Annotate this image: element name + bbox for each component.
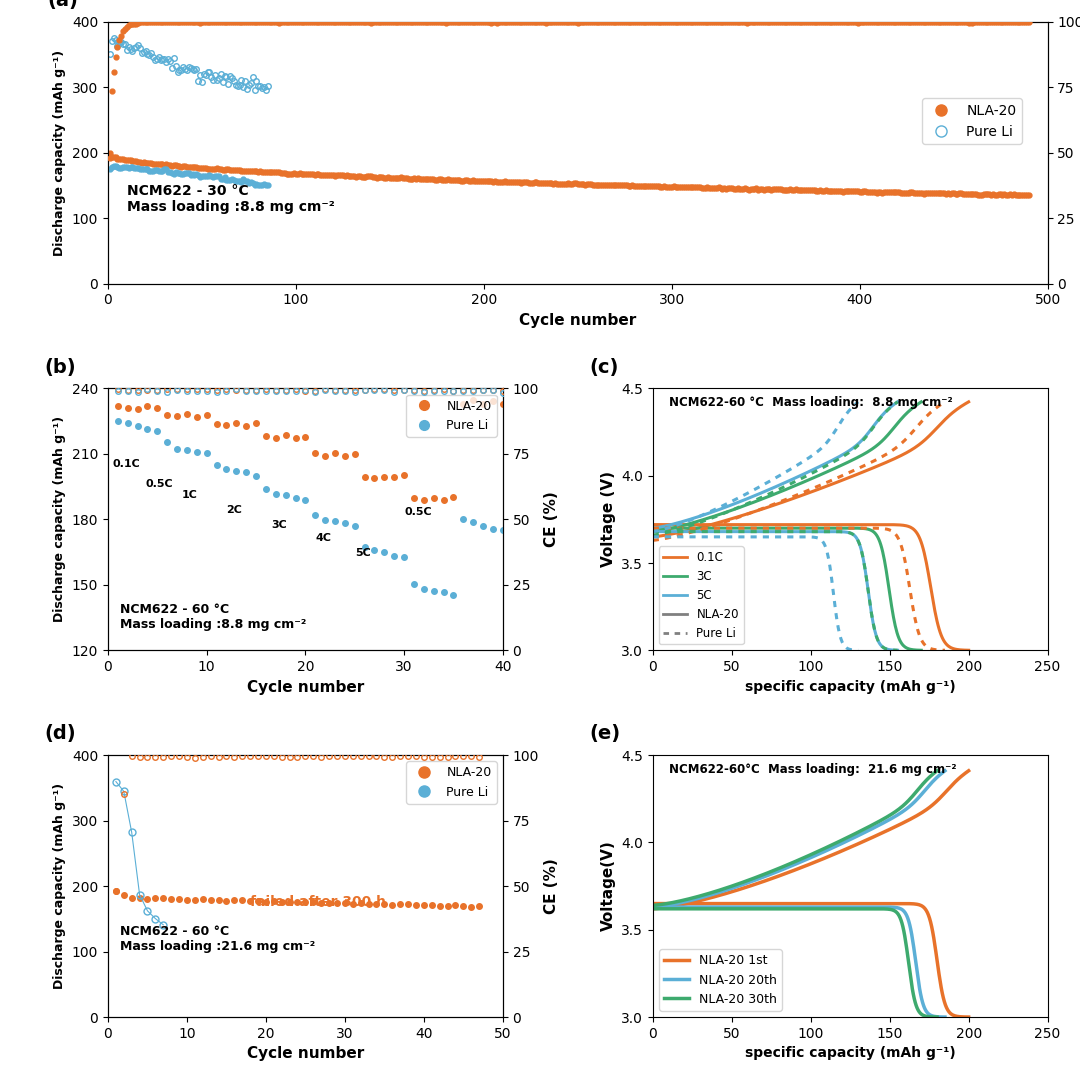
Text: 0.5C: 0.5C [404, 507, 432, 517]
Y-axis label: Discharge capacity (mAh g⁻¹): Discharge capacity (mAh g⁻¹) [53, 783, 66, 989]
Text: (c): (c) [590, 358, 619, 377]
Text: 3C: 3C [271, 520, 286, 530]
Y-axis label: Discharge capacity (mAh g⁻¹): Discharge capacity (mAh g⁻¹) [53, 50, 66, 255]
Text: NCM622 - 60 °C
Mass loading :21.6 mg cm⁻²: NCM622 - 60 °C Mass loading :21.6 mg cm⁻… [120, 925, 315, 953]
X-axis label: specific capacity (mAh g⁻¹): specific capacity (mAh g⁻¹) [745, 679, 956, 694]
Text: NCM622-60 °C  Mass loading:  8.8 mg cm⁻²: NCM622-60 °C Mass loading: 8.8 mg cm⁻² [669, 396, 953, 409]
Text: (b): (b) [45, 358, 77, 377]
Text: NCM622 - 30 °C
Mass loading :8.8 mg cm⁻²: NCM622 - 30 °C Mass loading :8.8 mg cm⁻² [126, 184, 335, 214]
Legend: NLA-20, Pure Li: NLA-20, Pure Li [921, 98, 1022, 144]
Text: NCM622-60°C  Mass loading:  21.6 mg cm⁻²: NCM622-60°C Mass loading: 21.6 mg cm⁻² [669, 763, 956, 776]
X-axis label: Cycle number: Cycle number [246, 679, 364, 695]
Y-axis label: Voltage(V): Voltage(V) [600, 841, 616, 932]
Y-axis label: Discharge capacity (mAh g⁻¹): Discharge capacity (mAh g⁻¹) [53, 417, 66, 622]
X-axis label: specific capacity (mAh g⁻¹): specific capacity (mAh g⁻¹) [745, 1046, 956, 1060]
Text: (a): (a) [46, 0, 78, 10]
Text: failed after 300 h: failed after 300 h [251, 895, 387, 909]
Text: (e): (e) [590, 725, 621, 743]
Text: NCM622 - 60 °C
Mass loading :8.8 mg cm⁻²: NCM622 - 60 °C Mass loading :8.8 mg cm⁻² [120, 603, 307, 631]
Y-axis label: CE (%): CE (%) [544, 491, 559, 547]
Text: 5C: 5C [354, 549, 370, 558]
Text: 0.5C: 0.5C [146, 478, 173, 489]
Text: 4C: 4C [315, 533, 332, 543]
X-axis label: Cycle number: Cycle number [246, 1046, 364, 1061]
Y-axis label: CE (%): CE (%) [544, 858, 559, 914]
Text: 0.1C: 0.1C [113, 459, 140, 469]
Text: (d): (d) [45, 725, 77, 743]
Legend: 0.1C, 3C, 5C, NLA-20, Pure Li: 0.1C, 3C, 5C, NLA-20, Pure Li [659, 546, 744, 645]
Legend: NLA-20, Pure Li: NLA-20, Pure Li [406, 395, 497, 437]
Text: 2C: 2C [227, 505, 242, 515]
Text: 1C: 1C [183, 489, 198, 500]
X-axis label: Cycle number: Cycle number [519, 313, 636, 328]
Legend: NLA-20 1st, NLA-20 20th, NLA-20 30th: NLA-20 1st, NLA-20 20th, NLA-20 30th [659, 949, 782, 1011]
Y-axis label: Voltage (V): Voltage (V) [600, 472, 616, 567]
Legend: NLA-20, Pure Li: NLA-20, Pure Li [406, 762, 497, 804]
